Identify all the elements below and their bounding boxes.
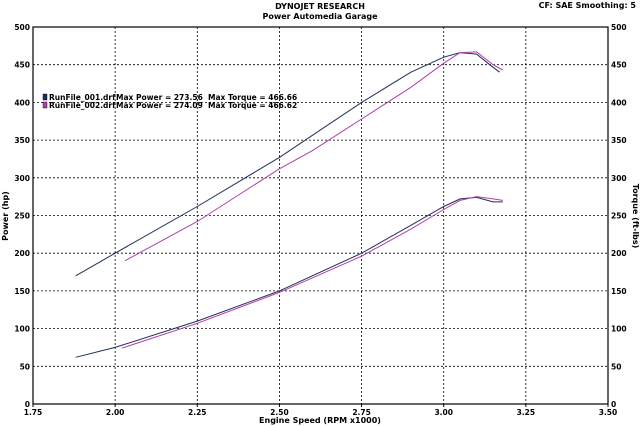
legend-swatch [42, 93, 48, 101]
y2-tick-label: 500 [611, 23, 627, 32]
series-lines [75, 51, 504, 358]
y-tick-label: 250 [14, 212, 30, 221]
series-line-4 [124, 51, 504, 262]
y2-tick-label: 450 [611, 61, 627, 70]
y2-tick-label: 0 [611, 400, 616, 409]
y-axis-ticks-left: 0 50 100 150 200 250 300 350 400 450 500 [14, 23, 30, 409]
y-tick-label: 100 [14, 325, 30, 334]
x-tick-label: 3.25 [517, 408, 536, 417]
y2-tick-label: 200 [611, 249, 627, 258]
legend: RunFile_001.drf Max Power = 273.56 Max Tor… [42, 93, 297, 110]
legend-swatch [42, 101, 48, 109]
x-axis-label: Engine Speed (RPM x1000) [259, 416, 381, 425]
x-tick-label: 2.25 [188, 408, 207, 417]
y2-tick-label: 50 [611, 362, 621, 371]
x-axis-ticks: 1.75 2.00 2.25 2.50 2.75 3.00 3.25 3.50 [24, 404, 618, 417]
y2-tick-label: 250 [611, 212, 627, 221]
y-tick-label: 500 [14, 23, 30, 32]
y2-tick-label: 150 [611, 287, 627, 296]
y-tick-label: 350 [14, 136, 30, 145]
y-tick-label: 0 [25, 400, 30, 409]
y2-tick-label: 100 [611, 325, 627, 334]
x-tick-label: 2.75 [352, 408, 371, 417]
legend-max-torque: Max Torque = 466.62 [208, 101, 297, 110]
series-line-1 [75, 196, 503, 358]
legend-file: RunFile_002.drf [49, 101, 116, 110]
y2-axis-label: Torque (ft-lbs) [631, 184, 640, 249]
y-axis-label: Power (hp) [1, 191, 10, 241]
y2-tick-label: 350 [611, 136, 627, 145]
series-line-2 [121, 196, 503, 349]
y-axis-ticks-right: 0 50 100 150 200 250 300 350 400 450 500 [611, 23, 627, 409]
chart-subtitle: Power Automedia Garage [262, 12, 378, 21]
legend-file: RunFile_001.drf [49, 93, 116, 102]
y-tick-label: 400 [14, 98, 30, 107]
correction-factor-info: CF: SAE Smoothing: 5 [538, 1, 636, 10]
plot-frame [32, 26, 609, 405]
y2-tick-label: 300 [611, 174, 627, 183]
y-tick-label: 450 [14, 61, 30, 70]
legend-max-power: Max Power = 274.09 [116, 101, 203, 110]
y-tick-label: 50 [20, 362, 30, 371]
y-tick-label: 200 [14, 249, 30, 258]
y2-tick-label: 400 [611, 98, 627, 107]
series-line-3 [75, 52, 500, 277]
x-tick-label: 3.00 [434, 408, 453, 417]
y-tick-label: 150 [14, 287, 30, 296]
grid-lines [33, 27, 608, 404]
x-tick-label: 2.50 [270, 408, 289, 417]
chart-title: DYNOJET RESEARCH [275, 2, 365, 11]
x-tick-label: 3.50 [599, 408, 618, 417]
x-tick-label: 2.00 [106, 408, 125, 417]
y-tick-label: 300 [14, 174, 30, 183]
x-tick-label: 1.75 [24, 408, 43, 417]
legend-max-torque: Max Torque = 466.66 [208, 93, 297, 102]
legend-max-power: Max Power = 273.56 [116, 93, 203, 102]
